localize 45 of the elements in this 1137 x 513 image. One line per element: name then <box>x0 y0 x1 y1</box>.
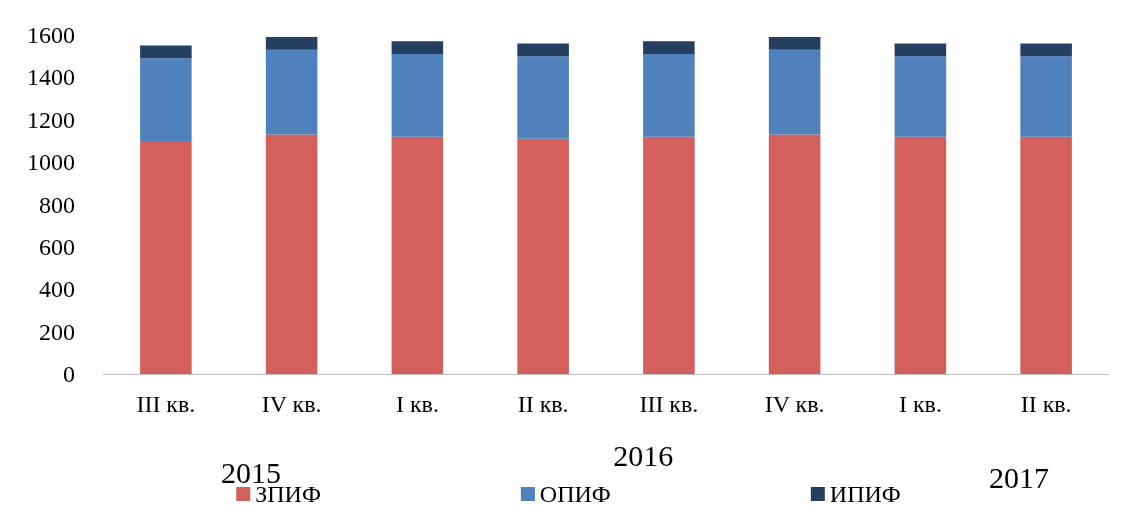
bar <box>1020 43 1072 57</box>
y-tick-label: 800 <box>39 191 75 218</box>
y-tick-label: 600 <box>39 233 75 260</box>
y-tick-label: 0 <box>63 361 75 387</box>
bar <box>894 56 947 137</box>
x-tick-label: I кв. <box>898 391 942 417</box>
bar <box>768 134 821 374</box>
bar <box>894 136 947 374</box>
bar <box>894 43 947 57</box>
text: 2017 <box>988 461 1049 495</box>
bar <box>643 136 695 374</box>
x-tick-label: IV кв. <box>764 391 825 417</box>
y-tick-label: 1600 <box>27 22 75 48</box>
bar <box>265 37 318 50</box>
bar <box>140 58 192 141</box>
bar <box>391 54 444 137</box>
bar <box>265 49 318 135</box>
x-tick-label: II кв. <box>1020 391 1072 417</box>
bar <box>140 140 192 374</box>
bar <box>517 138 569 374</box>
y-tick-label: 1200 <box>27 106 75 133</box>
bar <box>643 41 695 55</box>
bar <box>768 37 821 50</box>
y-tick-label: 400 <box>39 276 75 303</box>
bar <box>391 136 444 374</box>
y-tick-label: 1400 <box>27 64 75 91</box>
legend-label: ОПИФ <box>539 481 611 507</box>
text: 2016 <box>613 438 674 472</box>
x-tick-label: III кв. <box>136 391 196 417</box>
bar <box>517 56 569 139</box>
x-tick-label: I кв. <box>395 391 439 417</box>
y-tick-label: 200 <box>39 318 75 345</box>
y-tick-label: 1000 <box>27 149 75 176</box>
x-tick-label: IV кв. <box>261 391 322 417</box>
bar <box>517 43 569 57</box>
bar <box>391 41 444 55</box>
bar <box>768 49 821 135</box>
bar <box>140 45 192 59</box>
bar <box>643 54 695 137</box>
bar <box>265 134 318 374</box>
x-tick-label: II кв. <box>517 391 569 417</box>
x-tick-label: III кв. <box>639 391 699 417</box>
bar <box>1020 136 1072 374</box>
bar <box>1020 56 1072 137</box>
legend-label: ИПИФ <box>829 481 901 507</box>
